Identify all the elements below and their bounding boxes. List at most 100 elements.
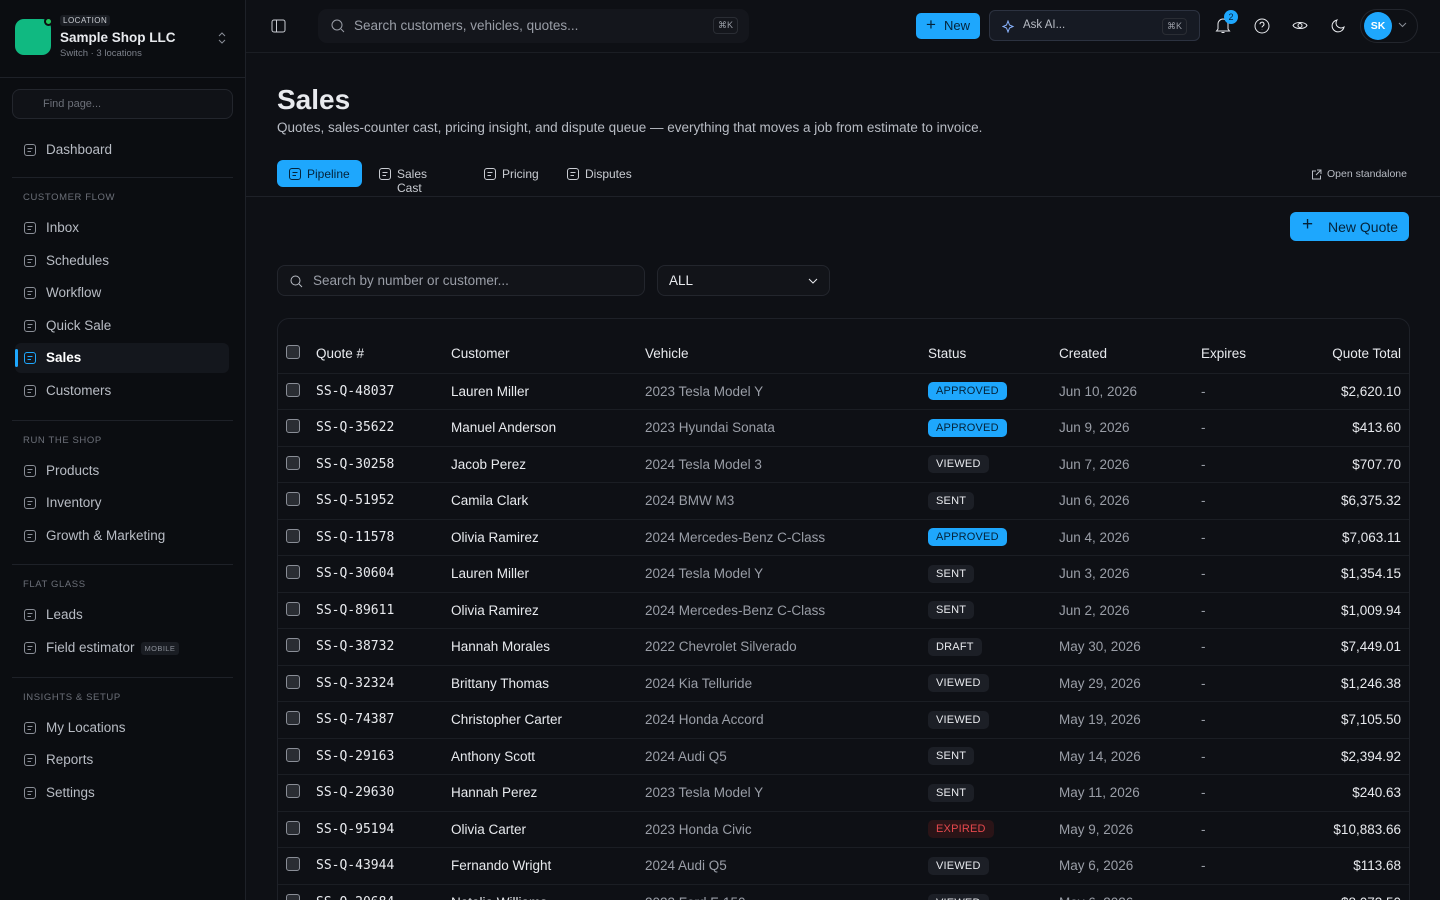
status-badge: VIEWED bbox=[928, 710, 989, 729]
find-page[interactable]: Find page... bbox=[12, 89, 233, 119]
row-select[interactable] bbox=[278, 591, 316, 629]
column-header: Status bbox=[928, 345, 967, 361]
status-cell: VIEWED bbox=[928, 883, 1059, 900]
row-select[interactable] bbox=[278, 883, 316, 900]
quote-search[interactable]: Search by number or customer... bbox=[277, 265, 645, 296]
status-badge: SENT bbox=[928, 491, 975, 510]
customer-cell: Natalia Williams bbox=[451, 883, 645, 900]
total-cell: $113.68 bbox=[1296, 847, 1409, 884]
table-row[interactable]: SS-Q-32324 Brittany Thomas 2024 Kia Tellur… bbox=[278, 664, 1409, 702]
nav-item[interactable]: Inbox bbox=[15, 213, 229, 243]
table-row[interactable]: SS-Q-89611 Olivia Ramirez 2024 Mercedes-Be… bbox=[278, 591, 1409, 629]
row-select[interactable] bbox=[278, 482, 316, 519]
nav-item[interactable]: Settings bbox=[15, 778, 229, 808]
nav-item[interactable]: Customers bbox=[15, 376, 229, 406]
divider bbox=[246, 196, 1440, 197]
row-select[interactable] bbox=[278, 847, 316, 884]
account-menu[interactable] bbox=[1360, 9, 1418, 43]
table-row[interactable]: SS-Q-35622 Manuel Anderson 2023 Hyundai So… bbox=[278, 409, 1409, 446]
total-cell: $10,883.66 bbox=[1296, 810, 1409, 848]
vehicle-cell: 2022 Chevrolet Silverado bbox=[645, 628, 928, 665]
nav-label: Products bbox=[46, 462, 100, 478]
table-row[interactable]: SS-Q-43944 Fernando Wright 2024 Audi Q5 VIE… bbox=[278, 847, 1409, 884]
quote-cell: SS-Q-48037 bbox=[316, 372, 451, 410]
global-search[interactable]: Search customers, vehicles, quotes... ⌘K bbox=[318, 9, 749, 43]
created-cell: Jun 6, 2026 bbox=[1059, 482, 1201, 519]
customer-cell: Jacob Perez bbox=[451, 445, 645, 483]
tab[interactable]: Disputes bbox=[555, 160, 636, 187]
row-select[interactable] bbox=[278, 555, 316, 592]
row-select[interactable] bbox=[278, 774, 316, 811]
status-cell: VIEWED bbox=[928, 445, 1059, 483]
nav-label: Inventory bbox=[46, 495, 102, 511]
nav-item[interactable]: Workflow bbox=[15, 278, 229, 308]
section-title: FLAT GLASS bbox=[23, 579, 86, 591]
table-row[interactable]: SS-Q-20684Natalia Williams2023 Ford F-15… bbox=[278, 883, 1409, 900]
column-header: Quote Total bbox=[1332, 345, 1401, 361]
customer-cell: Hannah Morales bbox=[451, 628, 645, 665]
created-cell: Jun 10, 2026 bbox=[1059, 372, 1201, 410]
help-icon[interactable] bbox=[1254, 18, 1270, 34]
status-cell: VIEWED bbox=[928, 701, 1059, 738]
row-select[interactable] bbox=[278, 701, 316, 738]
shop-name[interactable]: Sample Shop LLC bbox=[60, 30, 176, 45]
nav-item[interactable]: Inventory bbox=[15, 488, 229, 518]
table-row[interactable]: SS-Q-48037 Lauren Miller 2023 Tesla Model … bbox=[278, 372, 1409, 410]
vehicle-cell: 2024 Tesla Model 3 bbox=[645, 445, 928, 483]
switch-icon[interactable] bbox=[217, 31, 227, 45]
status-filter[interactable]: ALL bbox=[657, 265, 830, 296]
created-cell: May 30, 2026 bbox=[1059, 628, 1201, 665]
nav-item[interactable]: Quick Sale bbox=[15, 311, 229, 341]
nav-item[interactable]: Sales bbox=[15, 343, 229, 374]
nav-item[interactable]: Field estimator MOBILE bbox=[15, 633, 229, 663]
new-quote-button[interactable]: + New Quote bbox=[1290, 212, 1409, 241]
eye-icon[interactable] bbox=[1292, 19, 1308, 32]
row-select[interactable] bbox=[278, 628, 316, 665]
nav-item[interactable]: Leads bbox=[15, 600, 229, 630]
tab[interactable]: Pipeline bbox=[277, 160, 362, 187]
ask-ai[interactable]: Ask AI... ⌘K bbox=[989, 10, 1200, 41]
nav-item[interactable]: Reports bbox=[15, 745, 229, 775]
vehicle-cell: 2024 Kia Telluride bbox=[645, 664, 928, 702]
nav-item[interactable]: My Locations bbox=[15, 713, 229, 743]
nav-item[interactable]: Products bbox=[15, 456, 229, 486]
table-row[interactable]: SS-Q-30604 Lauren Miller 2024 Tesla Model … bbox=[278, 555, 1409, 592]
table-row[interactable]: SS-Q-38732 Hannah Morales 2022 Chevrolet S… bbox=[278, 628, 1409, 665]
table-row[interactable]: SS-Q-51952 Camila Clark 2024 BMW M3 SENT Jun… bbox=[278, 482, 1409, 519]
column-header: Created bbox=[1059, 345, 1108, 361]
new-quote-label: New Quote bbox=[1328, 219, 1399, 235]
row-select[interactable] bbox=[278, 737, 316, 775]
row-select[interactable] bbox=[278, 445, 316, 483]
row-select[interactable] bbox=[278, 664, 316, 702]
total-cell: $1,354.15 bbox=[1296, 555, 1409, 592]
created-cell: May 14, 2026 bbox=[1059, 737, 1201, 775]
row-select[interactable] bbox=[278, 372, 316, 410]
tab[interactable]: Sales Cast bbox=[367, 160, 462, 195]
nav-item[interactable]: Dashboard bbox=[15, 135, 229, 165]
vehicle-cell: 2023 Tesla Model Y bbox=[645, 372, 928, 410]
table-row[interactable]: SS-Q-74387 Christopher Carter 2024 Honda A… bbox=[278, 701, 1409, 738]
customer-cell: Anthony Scott bbox=[451, 737, 645, 775]
row-select[interactable] bbox=[278, 810, 316, 848]
table-row[interactable]: SS-Q-29630 Hannah Perez 2023 Tesla Model Y… bbox=[278, 774, 1409, 811]
table-row[interactable]: SS-Q-95194 Olivia Carter 2023 Honda Civic E… bbox=[278, 810, 1409, 848]
table-row[interactable]: SS-Q-29163 Anthony Scott 2024 Audi Q5 SENT M… bbox=[278, 737, 1409, 775]
select-all[interactable] bbox=[278, 319, 316, 373]
status-cell: SENT bbox=[928, 737, 1059, 775]
nav-item[interactable]: Growth & Marketing bbox=[15, 521, 229, 551]
row-select[interactable] bbox=[278, 409, 316, 446]
tab[interactable]: Pricing bbox=[472, 160, 546, 187]
table-row[interactable]: SS-Q-11578 Olivia Ramirez 2024 Mercedes-Be… bbox=[278, 518, 1409, 556]
status-badge: VIEWED bbox=[928, 674, 989, 693]
row-select[interactable] bbox=[278, 518, 316, 556]
created-cell: Jun 3, 2026 bbox=[1059, 555, 1201, 592]
theme-icon[interactable] bbox=[1331, 18, 1346, 33]
new-button[interactable]: + New bbox=[916, 13, 980, 39]
sidebar-toggle[interactable] bbox=[271, 19, 286, 33]
page-title: Sales bbox=[277, 84, 351, 115]
open-standalone[interactable]: Open standalone bbox=[1311, 168, 1407, 180]
status-cell: SENT bbox=[928, 591, 1059, 629]
nav-item[interactable]: Schedules bbox=[15, 246, 229, 276]
nav-label: Quick Sale bbox=[46, 317, 112, 333]
